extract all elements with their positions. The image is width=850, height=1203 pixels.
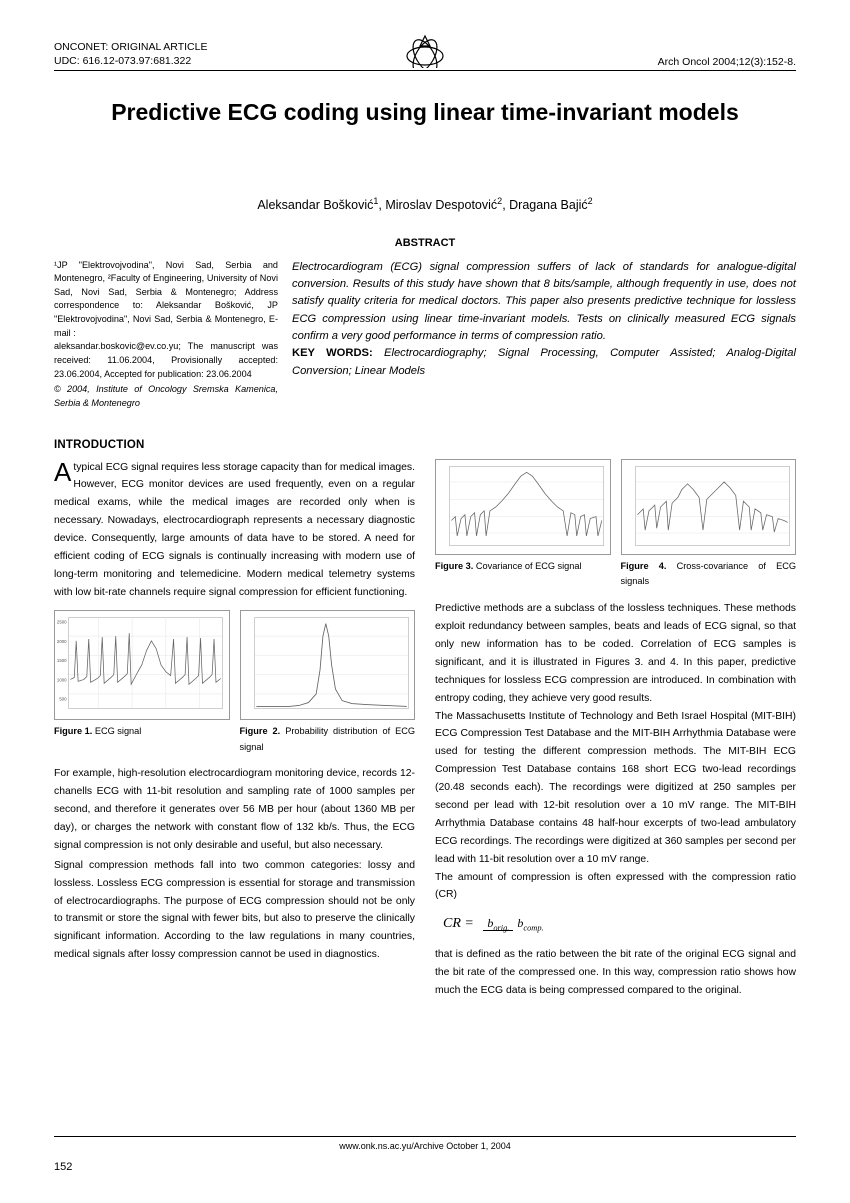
figure-1-caption: Figure 1. ECG signal — [54, 724, 230, 756]
figure-2-chart — [240, 610, 416, 720]
figure-3-caption: Figure 3. Covariance of ECG signal — [435, 559, 611, 591]
right-para-3: The amount of compression is often expre… — [435, 869, 796, 905]
svg-text:1500: 1500 — [57, 658, 67, 663]
figure-2-caption: Figure 2. Probability distribution of EC… — [240, 724, 416, 756]
svg-text:1000: 1000 — [57, 677, 67, 682]
svg-text:2500: 2500 — [57, 619, 67, 624]
abstract-heading: ABSTRACT — [54, 237, 796, 249]
article-title: Predictive ECG coding using linear time-… — [54, 99, 796, 126]
left-column: Atypical ECG signal requires less storag… — [54, 459, 415, 1001]
article-type: ONCONET: ORIGINAL ARTICLE — [54, 40, 207, 54]
introduction-heading: INTRODUCTION — [54, 439, 796, 451]
footer-url: www.onk.ns.ac.yu/Archive October 1, 2004 — [54, 1136, 796, 1151]
svg-text:2000: 2000 — [57, 639, 67, 644]
figure-3-chart — [435, 459, 611, 555]
abstract-block: Electrocardiogram (ECG) signal compressi… — [292, 259, 796, 411]
compression-ratio-formula: CR = borig.bcomp. — [443, 912, 796, 936]
intro-para-1: Atypical ECG signal requires less storag… — [54, 459, 415, 602]
copyright-line: © 2004, Institute of Oncology Sremska Ka… — [54, 383, 278, 410]
publisher-logo — [403, 32, 447, 73]
abstract-text: Electrocardiogram (ECG) signal compressi… — [292, 261, 796, 342]
citation: Arch Oncol 2004;12(3):152-8. — [658, 56, 796, 68]
right-para-4: that is defined as the ratio between the… — [435, 946, 796, 1000]
right-column: Figure 3. Covariance of ECG signal Figur… — [435, 459, 796, 1001]
manuscript-dates: aleksandar.boskovic@ev.co.yu; The manusc… — [54, 340, 278, 381]
intro-para-3: Signal compression methods fall into two… — [54, 857, 415, 964]
figure-4-chart — [621, 459, 797, 555]
authors-line: Aleksandar Bošković1, Miroslav Despotovi… — [54, 196, 796, 212]
keywords-label: KEY WORDS: — [292, 347, 373, 359]
right-para-2: The Massachusetts Institute of Technolog… — [435, 708, 796, 869]
intro-para-2: For example, high-resolution electrocard… — [54, 765, 415, 854]
figure-1-chart: 2500 2000 1500 1000 500 — [54, 610, 230, 720]
page-number: 152 — [54, 1161, 796, 1173]
svg-text:500: 500 — [59, 696, 67, 701]
figure-4-caption: Figure 4. Cross-covariance of ECG signal… — [621, 559, 797, 591]
right-para-1: Predictive methods are a subclass of the… — [435, 600, 796, 707]
affiliation-block: ¹JP "Elektrovojvodina", Novi Sad, Serbia… — [54, 259, 278, 411]
udc-code: UDC: 616.12-073.97:681.322 — [54, 54, 207, 68]
page-footer: www.onk.ns.ac.yu/Archive October 1, 2004… — [54, 1136, 796, 1173]
affiliation-text: ¹JP "Elektrovojvodina", Novi Sad, Serbia… — [54, 259, 278, 341]
